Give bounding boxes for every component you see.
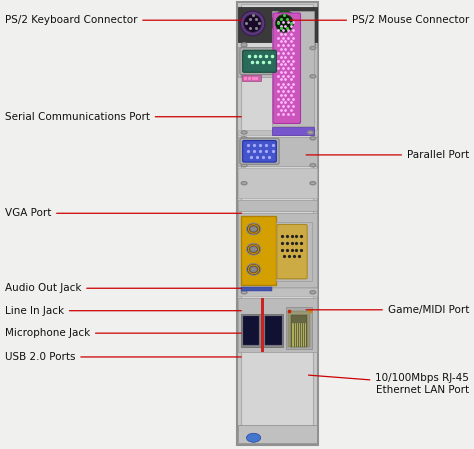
Ellipse shape — [308, 131, 313, 134]
Ellipse shape — [310, 47, 316, 50]
Ellipse shape — [246, 264, 261, 275]
Ellipse shape — [241, 75, 247, 78]
Text: Line In Jack: Line In Jack — [5, 306, 241, 316]
Text: PS/2 Keyboard Connector: PS/2 Keyboard Connector — [5, 15, 241, 25]
Ellipse shape — [310, 163, 316, 167]
Bar — [241, 216, 276, 285]
Ellipse shape — [241, 291, 247, 294]
Text: Serial Communications Port: Serial Communications Port — [5, 112, 241, 122]
Bar — [241, 314, 261, 347]
Text: 10/100Mbps RJ-45
Ethernet LAN Port: 10/100Mbps RJ-45 Ethernet LAN Port — [309, 373, 469, 395]
Bar — [238, 298, 317, 352]
Text: USB 2.0 Ports: USB 2.0 Ports — [5, 352, 241, 362]
Bar — [238, 7, 317, 42]
Ellipse shape — [310, 291, 316, 294]
Bar — [241, 4, 313, 442]
Ellipse shape — [240, 11, 265, 36]
Ellipse shape — [310, 75, 316, 78]
Bar — [272, 11, 314, 126]
Text: PS/2 Mouse Connector: PS/2 Mouse Connector — [290, 15, 469, 25]
Text: Audio Out Jack: Audio Out Jack — [5, 283, 241, 293]
Bar — [238, 130, 317, 135]
FancyBboxPatch shape — [273, 13, 301, 123]
Bar — [261, 298, 264, 352]
Text: VGA Port: VGA Port — [5, 208, 241, 218]
Bar — [265, 316, 282, 345]
Bar — [238, 288, 317, 296]
Bar — [237, 2, 318, 445]
Ellipse shape — [241, 181, 247, 185]
Bar — [241, 287, 272, 291]
Ellipse shape — [241, 163, 247, 167]
Ellipse shape — [241, 137, 247, 140]
Bar — [238, 137, 317, 166]
Ellipse shape — [310, 43, 316, 47]
Bar — [242, 75, 261, 81]
Bar — [238, 47, 317, 77]
Ellipse shape — [244, 14, 262, 32]
FancyBboxPatch shape — [277, 224, 307, 279]
Ellipse shape — [246, 243, 261, 255]
FancyBboxPatch shape — [243, 141, 276, 162]
Bar — [243, 316, 259, 345]
Text: Game/MIDI Port: Game/MIDI Port — [306, 305, 469, 315]
Bar — [286, 307, 312, 349]
Ellipse shape — [246, 223, 261, 235]
Ellipse shape — [250, 246, 257, 252]
Ellipse shape — [241, 131, 247, 134]
Text: Parallel Port: Parallel Port — [306, 150, 469, 160]
Text: Microphone Jack: Microphone Jack — [5, 328, 241, 338]
Ellipse shape — [272, 11, 297, 36]
Ellipse shape — [241, 47, 247, 50]
Bar — [272, 127, 314, 135]
Ellipse shape — [275, 14, 293, 32]
Ellipse shape — [310, 181, 316, 185]
Bar — [291, 315, 307, 347]
Ellipse shape — [250, 226, 257, 232]
Bar — [263, 314, 283, 347]
Bar — [288, 311, 310, 347]
Ellipse shape — [241, 43, 247, 47]
Bar — [238, 168, 317, 198]
FancyBboxPatch shape — [243, 50, 276, 72]
FancyBboxPatch shape — [240, 138, 279, 164]
Ellipse shape — [250, 266, 257, 272]
Ellipse shape — [246, 433, 261, 442]
Bar — [238, 425, 317, 443]
Ellipse shape — [310, 137, 316, 140]
Bar — [276, 222, 312, 281]
Bar — [238, 213, 317, 287]
Bar — [238, 200, 317, 211]
FancyBboxPatch shape — [240, 48, 279, 75]
